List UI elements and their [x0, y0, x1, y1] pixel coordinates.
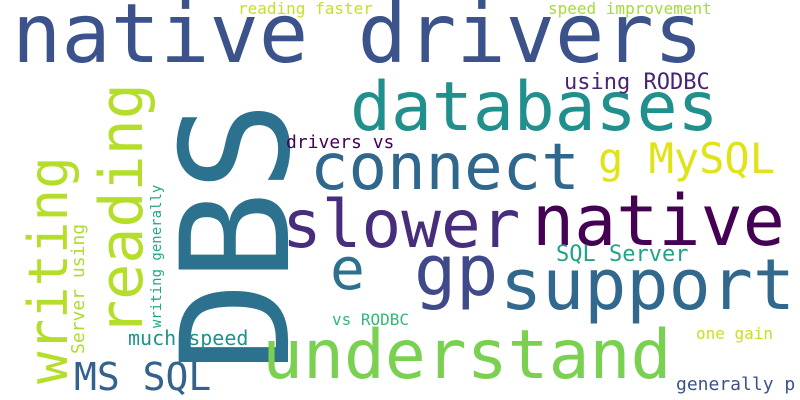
word-gp: gp: [414, 230, 499, 312]
word-reading: reading: [87, 83, 157, 336]
word-drivers-vs: drivers vs: [286, 132, 395, 153]
word-slower: slower: [282, 186, 521, 263]
word-reading-faster: reading faster: [238, 0, 373, 18]
word-speed-improvement: speed improvement: [548, 0, 712, 18]
word-vs-rodbc: vs RODBC: [332, 310, 410, 329]
word-native-drivers: native drivers: [12, 0, 704, 82]
word-ms-sql: MS SQL: [74, 355, 212, 399]
word-g-mysql: g MySQL: [598, 134, 776, 183]
word-one-gain: one gain: [696, 324, 774, 343]
word-databases: databases: [350, 68, 719, 147]
word-understand: understand: [262, 316, 672, 395]
word-server-using: Server using: [68, 223, 89, 354]
word-much-speed: much speed: [128, 326, 249, 350]
word-using-rodbc: using RODBC: [564, 70, 710, 95]
word-sql-server: SQL Server: [556, 242, 689, 267]
word-generally-p: generally p: [676, 374, 796, 395]
word-connect: connect: [310, 131, 580, 205]
word-native: native: [532, 180, 785, 262]
word-writing-generally: writing generally: [149, 184, 165, 328]
word-support: support: [500, 244, 796, 326]
word-e: e: [330, 235, 365, 303]
